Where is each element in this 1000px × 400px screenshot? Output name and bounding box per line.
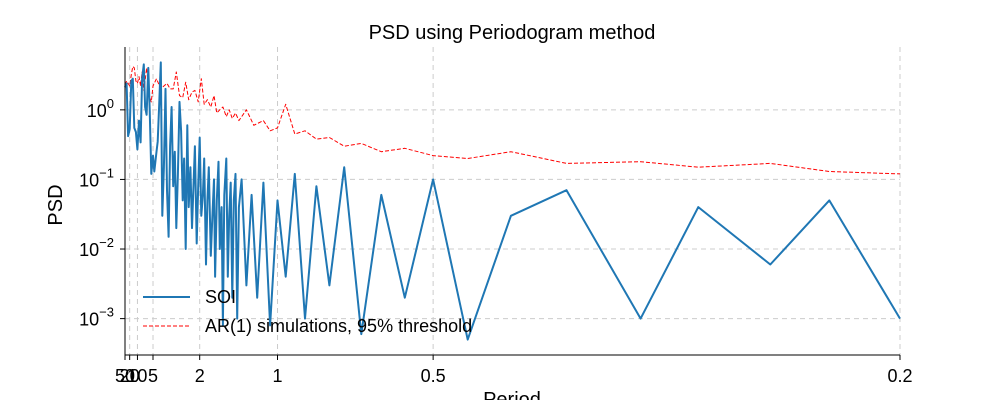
- grid-lines: [124, 47, 901, 355]
- x-axis-label: Period: [483, 389, 541, 400]
- series-line-ar1-threshold: [124, 66, 901, 175]
- y-tick-label: 10−3: [79, 305, 114, 330]
- legend-label-ar1: AR(1) simulations, 95% threshold: [205, 316, 472, 336]
- y-axis-label: PSD: [45, 184, 67, 225]
- x-tick-label: 0.2: [887, 366, 912, 386]
- y-tick-base: 10: [87, 101, 107, 121]
- series-layer: [124, 61, 901, 341]
- x-tick-label: 50: [115, 366, 135, 386]
- axes: [124, 47, 900, 356]
- y-tick-base: 10: [79, 310, 99, 330]
- y-tick-label: 10−2: [79, 235, 114, 260]
- x-tick-label: 1: [273, 366, 283, 386]
- y-tick-exponent: 0: [107, 96, 114, 111]
- x-tick-label: 5: [148, 366, 158, 386]
- y-tick-label: 100: [87, 96, 114, 121]
- series-line-soi: [124, 61, 901, 341]
- y-tick-base: 10: [79, 240, 99, 260]
- y-tick-label: 10−1: [79, 165, 114, 190]
- y-tick-exponent: −1: [99, 165, 114, 180]
- x-tick-label: 0.5: [421, 366, 446, 386]
- y-tick-exponent: −2: [99, 235, 114, 250]
- legend: SOI AR(1) simulations, 95% threshold: [143, 287, 472, 336]
- x-tick-label: 20: [120, 366, 140, 386]
- legend-label-soi: SOI: [205, 287, 236, 307]
- y-tick-base: 10: [79, 170, 99, 190]
- x-tick-label: 2: [195, 366, 205, 386]
- y-tick-exponent: −3: [99, 305, 114, 320]
- chart-title: PSD using Periodogram method: [369, 22, 656, 44]
- x-tick-label: 10: [127, 366, 147, 386]
